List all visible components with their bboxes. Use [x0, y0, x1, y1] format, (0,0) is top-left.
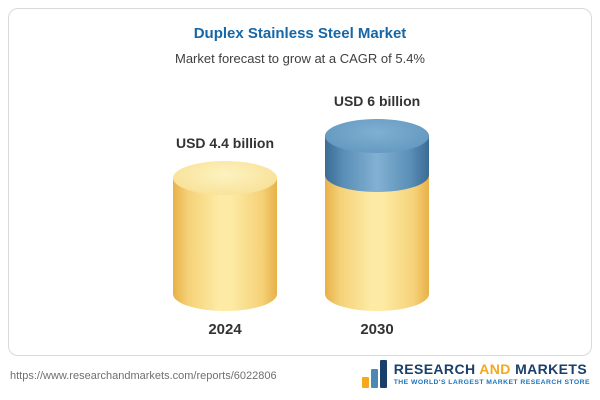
value-label-2030: USD 6 billion [333, 93, 421, 109]
bar-chart-logo-icon [361, 360, 387, 388]
logo-bar-orange [361, 377, 369, 388]
bar-2024-body [173, 178, 277, 311]
chart-subtitle: Market forecast to grow at a CAGR of 5.4… [175, 51, 425, 66]
axis-label-2024: 2024 [208, 321, 242, 338]
footer: https://www.researchandmarkets.com/repor… [0, 358, 600, 400]
chart-card: Duplex Stainless Steel Market Market for… [8, 8, 592, 356]
bar-2024-cylinder [173, 161, 277, 311]
brand-name-research: RESEARCH [393, 360, 476, 377]
brand-name-and: AND [479, 360, 511, 377]
chart-title: Duplex Stainless Steel Market [193, 25, 407, 42]
logo-bar-lightblue [370, 369, 378, 388]
brand-name: RESEARCH AND MARKETS [393, 360, 590, 377]
brand-name-markets: MARKETS [515, 360, 588, 377]
bar-2030-base-segment [325, 175, 429, 311]
value-label-2024: USD 4.4 billion [175, 135, 274, 151]
logo-bar-navy [379, 360, 387, 388]
brand-tagline: THE WORLD'S LARGEST MARKET RESEARCH STOR… [393, 379, 590, 387]
bar-2030-cylinder [325, 119, 429, 311]
bar-2024-top-ellipse [173, 161, 277, 195]
bar-2030-top-ellipse [325, 119, 429, 153]
axis-label-2030: 2030 [360, 321, 394, 338]
brand-logo: RESEARCH AND MARKETS THE WORLD'S LARGEST… [361, 360, 590, 388]
source-url-link[interactable]: https://www.researchandmarkets.com/repor… [10, 370, 277, 382]
brand-text: RESEARCH AND MARKETS THE WORLD'S LARGEST… [393, 360, 590, 387]
